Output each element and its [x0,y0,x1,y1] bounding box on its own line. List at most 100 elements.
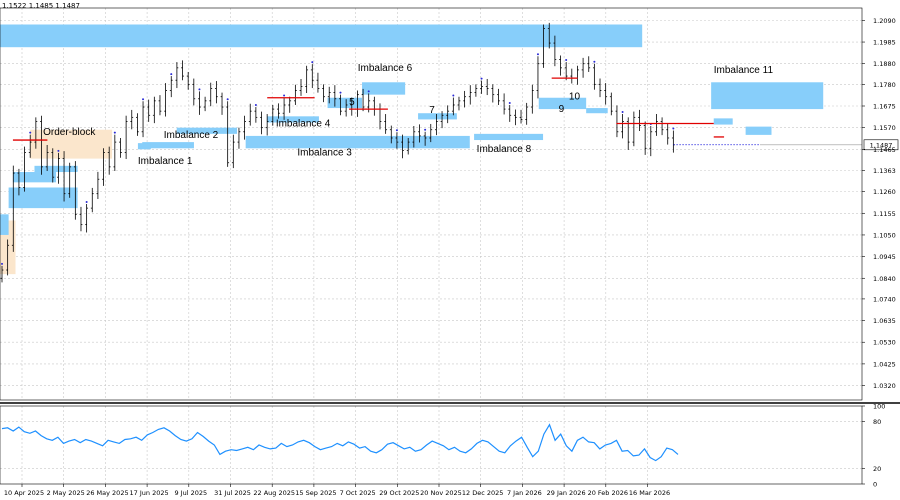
current-price-box [863,139,899,151]
main-plot-frame [0,7,863,401]
swing-marker [424,128,427,131]
price-tick-label: 1.0740 [873,295,896,303]
imbalance-zone [418,113,457,120]
time-tick-label: 17 Jun 2025 [130,489,169,497]
zone-label: Imbalance 11 [714,65,774,76]
ohlc-header: 1.1522 1.1485 1.1487 [2,2,80,10]
swing-marker [226,98,229,101]
axes: 1.2090 1.1985 1.1880 1.1780 1.1675 1.1570 1.14… [0,7,900,497]
zone-label: Imbalance 2 [164,130,219,141]
price-tick-label: 1.0425 [873,360,896,368]
time-tick-label: 9 Jul 2025 [174,489,207,497]
time-tick-label: 29 Oct 2025 [379,489,419,497]
swing-marker [142,98,145,101]
imbalance-zone [745,126,772,135]
swing-marker [311,61,314,64]
swing-marker [593,60,596,63]
current-price-label: 1.1487 [870,141,893,149]
levels: 1.1487 [12,77,899,151]
swing-marker [452,94,455,97]
price-tick-label: 1.1155 [873,210,896,218]
time-tick-label: 20 Feb 2026 [588,489,628,497]
time-tick-label: 15 Sep 2025 [295,489,336,497]
price-tick-label: 1.0945 [873,253,896,261]
price-tick-label: 1.1260 [873,188,896,196]
imbalance-zone [362,82,406,95]
imbalance-zone [245,135,470,149]
osc-tick-label: 100 [873,403,885,411]
time-tick-label: 16 Mar 2026 [629,489,670,497]
zone-label: Imbalance 3 [297,148,352,159]
price-tick-label: 1.1363 [873,167,896,175]
price-tick-label: 1.0840 [873,275,896,283]
time-tick-label: 22 Aug 2025 [253,489,295,497]
time-tick-label: 29 Jan 2026 [547,489,586,497]
zone-label: Order-block [43,127,96,138]
price-tick-label: 1.1465 [873,146,896,154]
imbalance-zone [327,97,363,109]
imbalance-zone [137,143,151,150]
swing-marker [367,90,370,93]
imbalance-zone [0,214,9,235]
swing-marker [672,127,675,130]
time-tick-label: 31 Jul 2025 [214,489,251,497]
zone-label: 7 [429,105,435,116]
swing-marker [565,59,568,62]
swing-marker [339,91,342,94]
zone-labels: Order-block Imbalance 1 Imbalance 2 Imbalan… [43,63,773,167]
swing-marker [85,201,88,203]
time-tick-label: 26 May 2025 [86,489,128,497]
price-tick-label: 1.1985 [873,39,896,47]
time-tick-label: 12 Dec 2025 [462,489,504,497]
oscillator-line [1,423,679,462]
swing-marker [508,101,511,104]
zone-label: 9 [559,104,565,115]
imbalance-zone [12,172,57,183]
imbalance-zone [713,118,733,125]
zone-label: Imbalance 1 [138,156,193,167]
swing-marker [57,149,60,152]
swing-marker [113,131,116,134]
imbalance-zone [586,108,608,114]
price-tick-label: 1.1050 [873,231,896,239]
time-tick-label: 20 Nov 2025 [420,489,462,497]
osc-tick-label: 80 [873,418,881,426]
imbalance-zone [142,142,194,149]
swing-marker [170,73,173,76]
zone-label: Imbalance 8 [477,144,532,155]
price-tick-label: 1.1880 [873,60,896,68]
swing-marker [29,131,32,134]
swing-marker [283,94,286,97]
imbalance-zone [474,133,544,141]
swing-marker [1,262,3,265]
price-tick-label: 1.1780 [873,81,896,89]
zone-label: Imbalance 4 [276,119,331,130]
swing-marker [198,88,201,91]
imbalance-zone [711,82,824,110]
price-tick-label: 1.2090 [873,17,896,25]
time-tick-label: 7 Jan 2026 [507,489,542,497]
imbalance-zone [34,165,78,173]
time-tick-label: 7 Oct 2025 [340,489,376,497]
oscillator-frame [0,405,863,485]
price-tick-label: 1.0635 [873,317,896,325]
imbalance-zone [538,97,587,110]
time-tick-label: 2 May 2025 [47,489,85,497]
swing-marker [621,111,624,114]
swing-marker [536,53,539,56]
imbalance-zone [0,24,643,48]
time-tick-label: 10 Apr 2025 [4,489,44,497]
imbalance-zone [8,187,78,209]
swing-marker [395,129,398,132]
zone-label: 10 [569,91,581,102]
price-tick-label: 1.1675 [873,103,896,111]
price-tick-label: 1.0530 [873,339,896,347]
grid [0,8,862,484]
price-tick-label: 1.1570 [873,124,896,132]
zone-label: Imbalance 6 [358,63,413,74]
zone-label: 5 [349,97,355,108]
swing-marker [480,77,483,80]
imbalance-zone [176,127,238,134]
oscillator [1,423,679,462]
